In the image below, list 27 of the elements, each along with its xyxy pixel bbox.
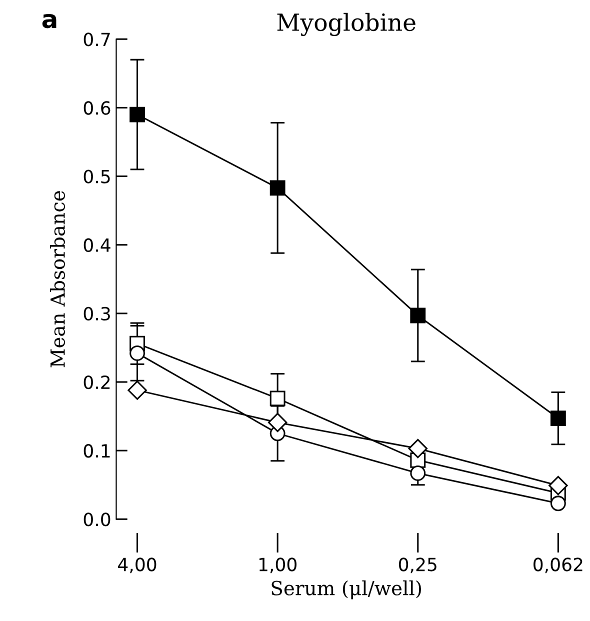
point	[410, 466, 426, 481]
y-tick-label: 0.2	[84, 375, 110, 390]
y-tick-label: 0.5	[84, 170, 110, 184]
point	[270, 390, 286, 406]
y-tick-label: 0.7	[84, 32, 110, 46]
y-tick-label: 0.0	[84, 512, 110, 526]
point	[270, 180, 286, 196]
point	[408, 438, 428, 458]
point	[550, 410, 566, 426]
point	[410, 308, 426, 324]
point	[268, 412, 288, 432]
y-tick-label: 0.1	[84, 444, 110, 458]
point	[548, 476, 568, 496]
x-tick-label: 0,25	[398, 558, 436, 574]
point	[130, 345, 145, 361]
chart-title: Myoglobine	[277, 12, 416, 36]
point	[550, 496, 566, 512]
y-tick-label: 0.6	[84, 101, 110, 115]
x-tick-label: 0,062	[534, 558, 582, 574]
y-tick-label: 0.3	[84, 306, 110, 321]
x-tick-label: 4,00	[118, 558, 156, 574]
y-axis-title: Mean Absorbance	[50, 191, 65, 368]
x-tick-label: 1,00	[259, 558, 296, 574]
y-tick-label: 0.4	[84, 238, 110, 252]
x-axis-title: Serum (μl/well)	[272, 580, 422, 600]
point	[130, 106, 145, 122]
text: a	[42, 14, 56, 28]
